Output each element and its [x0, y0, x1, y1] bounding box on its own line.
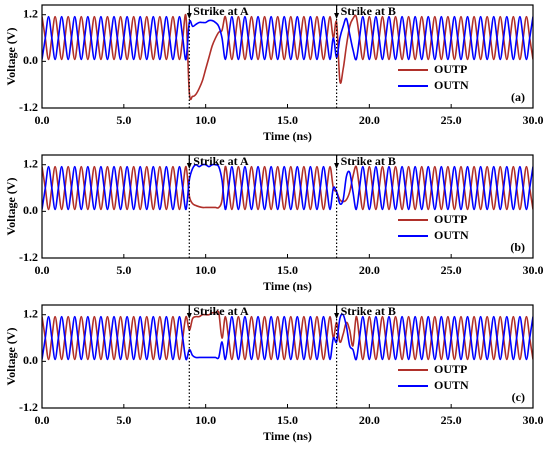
x-tick-label: 5.0 — [116, 413, 131, 427]
x-tick-label: 25.0 — [441, 413, 462, 427]
strike-arrow — [186, 13, 192, 19]
y-tick-label: 1.2 — [23, 306, 38, 320]
strike-arrow — [334, 313, 340, 319]
x-tick-label: 25.0 — [441, 113, 462, 127]
strike-label: Strike at B — [341, 304, 396, 318]
x-tick-label: 25.0 — [441, 263, 462, 277]
y-axis-label: Voltage (V) — [4, 178, 18, 236]
strike-arrow — [186, 163, 192, 169]
y-axis-label: Voltage (V) — [4, 328, 18, 386]
x-tick-label: 30.0 — [523, 413, 544, 427]
legend-label: OUTP — [434, 62, 467, 76]
plot-frame — [41, 4, 534, 109]
series-line — [42, 163, 533, 211]
strike-label: Strike at A — [193, 304, 249, 318]
series-line — [42, 15, 533, 61]
panel-label: (b) — [510, 240, 525, 254]
strike-label: Strike at A — [193, 4, 249, 18]
x-tick-label: 10.0 — [195, 413, 216, 427]
y-tick-label: 0.0 — [23, 203, 38, 217]
y-tick-label: 1.2 — [23, 6, 38, 20]
legend-label: OUTN — [434, 78, 469, 92]
panel: -1.20.01.20.0 5.0 10.0 15.0 20.0 25.0 30.0Time… — [4, 154, 544, 293]
x-tick-label: 5.0 — [116, 113, 131, 127]
y-tick-label: 0.0 — [23, 353, 38, 367]
x-tick-label: 10.0 — [195, 263, 216, 277]
panel-label: (c) — [512, 390, 525, 404]
panel: -1.20.01.20.0 5.0 10.0 15.0 20.0 25.0 30.0Time… — [4, 304, 544, 443]
x-tick-label: 0.0 — [35, 263, 50, 277]
plot-frame — [41, 154, 534, 259]
x-axis-label: Time (ns) — [263, 279, 312, 293]
strike-arrow — [186, 313, 192, 319]
strike-arrow — [334, 13, 340, 19]
legend-label: OUTN — [434, 228, 469, 242]
strike-arrow — [334, 163, 340, 169]
strike-label: Strike at B — [341, 4, 396, 18]
plot-frame — [41, 304, 534, 409]
y-tick-label: -1.2 — [19, 100, 38, 114]
y-tick-label: -1.2 — [19, 400, 38, 414]
x-tick-label: 15.0 — [277, 113, 298, 127]
strike-label: Strike at B — [341, 154, 396, 168]
x-axis-label: Time (ns) — [263, 129, 312, 143]
x-tick-label: 0.0 — [35, 413, 50, 427]
y-axis-label: Voltage (V) — [4, 28, 18, 86]
y-tick-label: -1.2 — [19, 250, 38, 264]
x-tick-label: 20.0 — [359, 263, 380, 277]
x-tick-label: 5.0 — [116, 263, 131, 277]
x-tick-label: 15.0 — [277, 263, 298, 277]
x-tick-label: 20.0 — [359, 413, 380, 427]
legend-label: OUTN — [434, 378, 469, 392]
x-tick-label: 10.0 — [195, 113, 216, 127]
legend-label: OUTP — [434, 362, 467, 376]
x-tick-label: 0.0 — [35, 113, 50, 127]
x-axis-label: Time (ns) — [263, 429, 312, 443]
y-tick-label: 0.0 — [23, 53, 38, 67]
strike-label: Strike at A — [193, 154, 249, 168]
panel-label: (a) — [511, 90, 525, 104]
series-line — [42, 313, 533, 361]
panel: -1.20.01.20.0 5.0 10.0 15.0 20.0 25.0 30.0Time… — [4, 4, 544, 143]
x-tick-label: 15.0 — [277, 413, 298, 427]
y-tick-label: 1.2 — [23, 156, 38, 170]
x-tick-label: 30.0 — [523, 263, 544, 277]
x-tick-label: 30.0 — [523, 113, 544, 127]
legend-label: OUTP — [434, 212, 467, 226]
x-tick-label: 20.0 — [359, 113, 380, 127]
